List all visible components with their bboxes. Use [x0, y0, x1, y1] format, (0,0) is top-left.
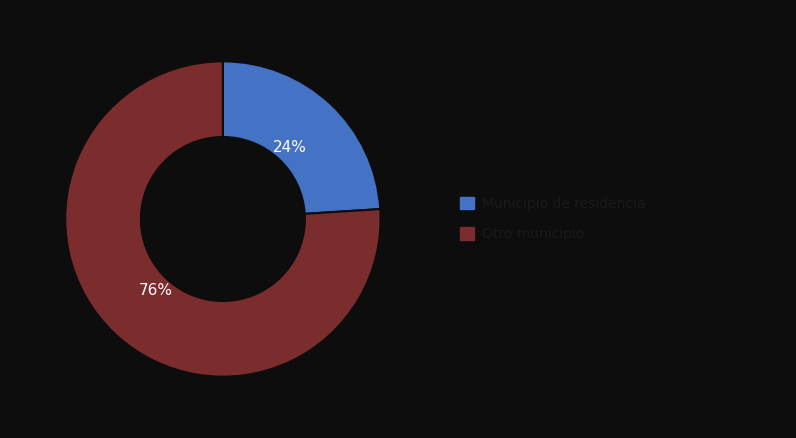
- Legend: Municipio de residencia, Otro municipio: Municipio de residencia, Otro municipio: [453, 190, 652, 248]
- Text: 24%: 24%: [273, 140, 307, 155]
- Text: 76%: 76%: [139, 283, 173, 298]
- Wedge shape: [223, 61, 380, 214]
- Wedge shape: [65, 61, 380, 377]
